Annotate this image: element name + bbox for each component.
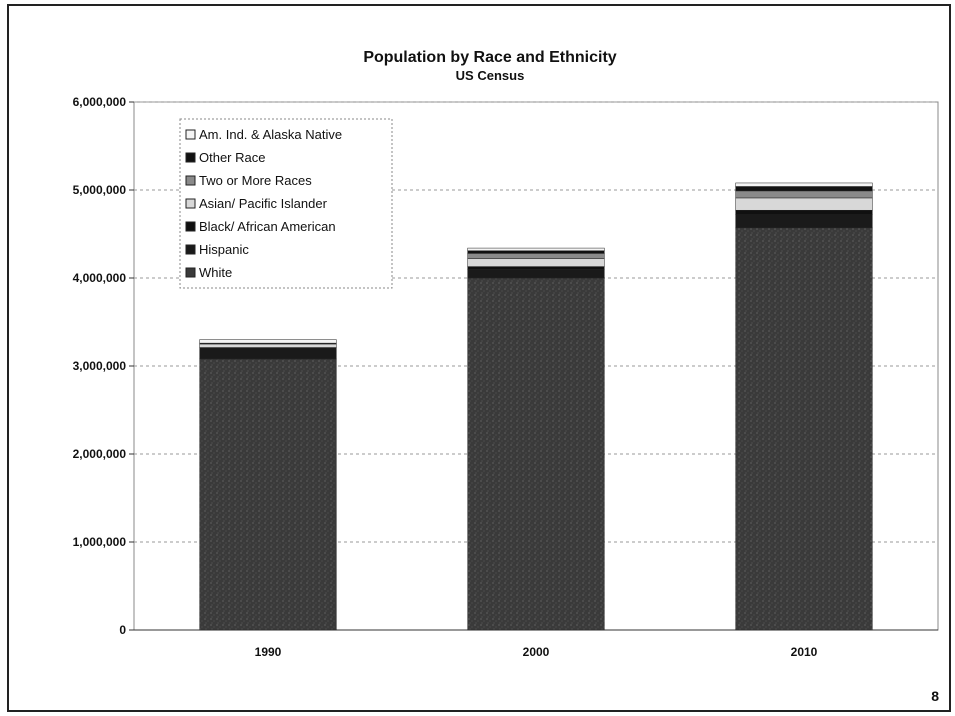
- legend-swatch: [185, 267, 196, 278]
- y-tick-label: 2,000,000: [73, 447, 127, 461]
- legend-label: Asian/ Pacific Islander: [199, 196, 328, 211]
- bar-segment: [467, 258, 605, 267]
- bar-segment: [467, 266, 605, 270]
- legend-swatch: [185, 221, 196, 232]
- legend-label: Black/ African American: [199, 219, 336, 234]
- legend-swatch: [185, 198, 196, 209]
- y-tick-label: 1,000,000: [73, 535, 127, 549]
- bar-segment: [199, 347, 337, 360]
- bar-segment: [735, 209, 873, 215]
- legend-swatch: [185, 152, 196, 163]
- bar-segment: [467, 268, 605, 279]
- x-tick-label: 2010: [791, 645, 818, 659]
- y-tick-label: 6,000,000: [73, 95, 127, 109]
- legend-label: White: [199, 265, 232, 280]
- legend-label: Am. Ind. & Alaska Native: [199, 127, 342, 142]
- y-tick-label: 5,000,000: [73, 183, 127, 197]
- bar-segment: [735, 197, 873, 211]
- bar-segment: [199, 343, 337, 348]
- bar-segment: [735, 182, 873, 187]
- y-tick-label: 3,000,000: [73, 359, 127, 373]
- bar-segment: [467, 247, 605, 251]
- bar-texture: [735, 227, 873, 630]
- bar-texture: [199, 358, 337, 630]
- legend-swatch: [185, 129, 196, 140]
- slide-frame: [7, 4, 951, 712]
- chart-title: Population by Race and Ethnicity: [363, 49, 616, 66]
- legend-label: Hispanic: [199, 242, 249, 257]
- legend-swatch: [185, 175, 196, 186]
- bar-texture: [467, 278, 605, 630]
- plot-area: 0 1,000,000 2,000,000 3,000,000 4,000,000 5,0…: [73, 95, 939, 659]
- legend: Am. Ind. & Alaska Native Other Race Two or…: [179, 118, 393, 289]
- x-tick-label: 2000: [523, 645, 550, 659]
- bar-segment: [735, 190, 873, 199]
- page-number: 8: [931, 688, 939, 704]
- legend-box: [179, 118, 393, 289]
- y-tick-label: 0: [119, 623, 126, 637]
- y-tick-label: 4,000,000: [73, 271, 127, 285]
- legend-label: Two or More Races: [199, 173, 312, 188]
- chart-subtitle: US Census: [456, 68, 525, 83]
- bar-segment: [199, 339, 337, 344]
- x-tick-label: 1990: [255, 645, 282, 659]
- bar-segment: [467, 253, 605, 259]
- legend-swatch: [185, 244, 196, 255]
- bar-segment: [735, 186, 873, 192]
- bar-segment: [735, 214, 873, 229]
- bar-segment: [467, 250, 605, 254]
- legend-label: Other Race: [199, 150, 265, 165]
